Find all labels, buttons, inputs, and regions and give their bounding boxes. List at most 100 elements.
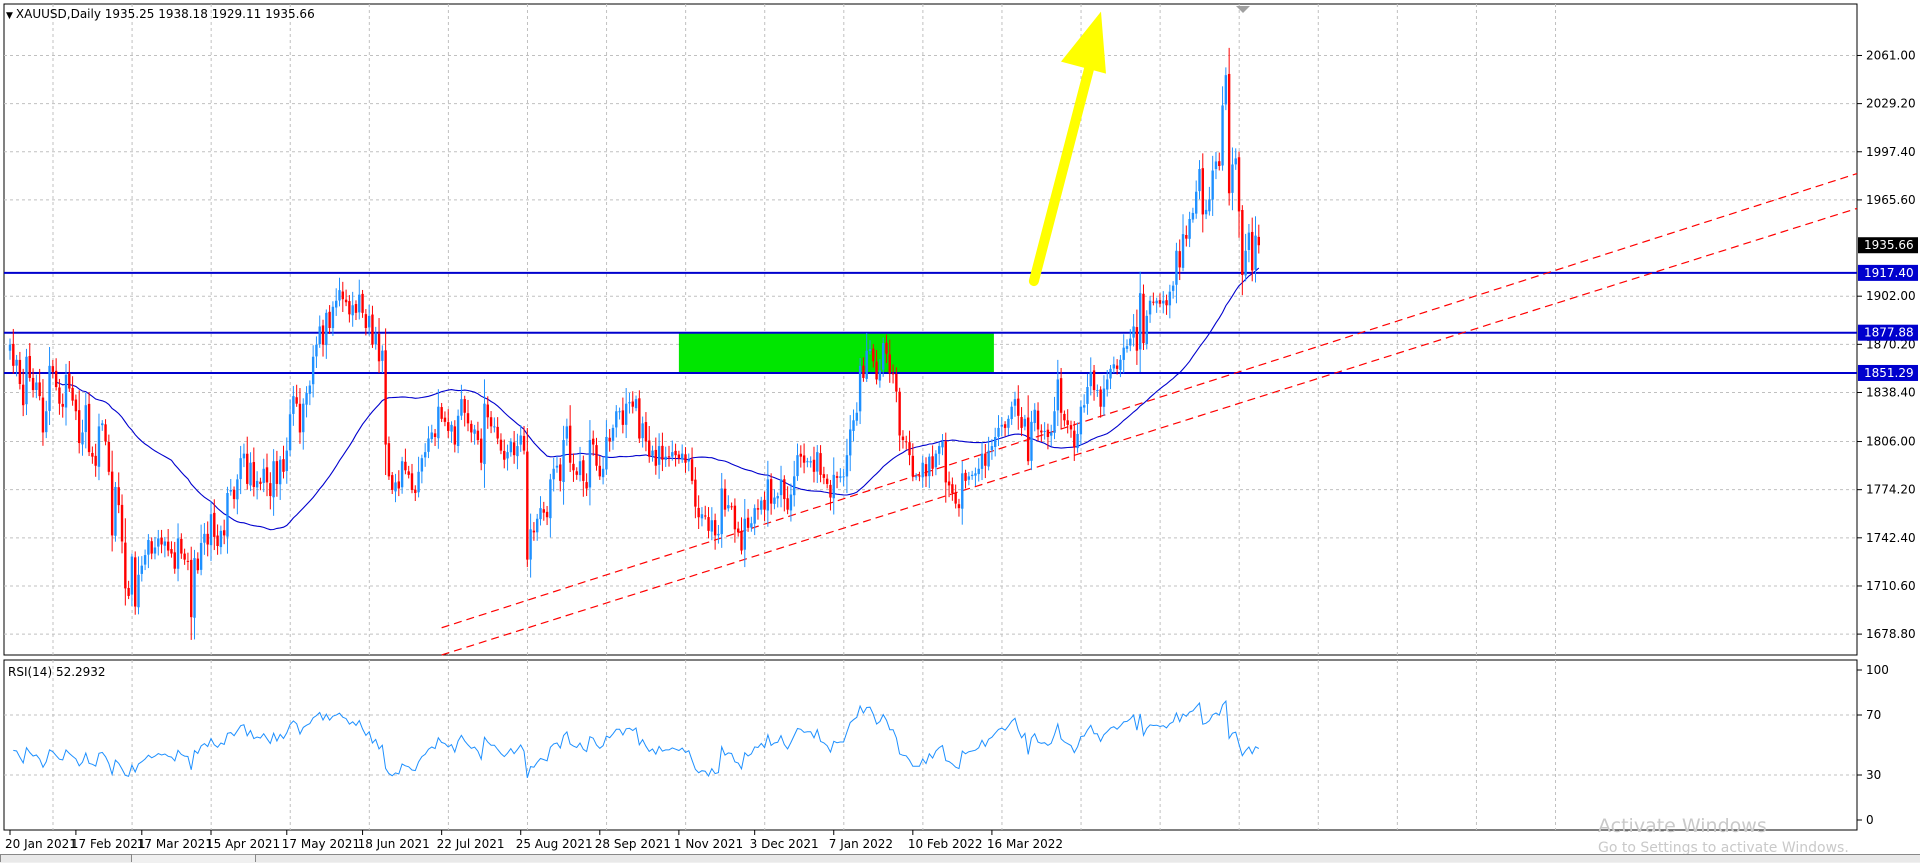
candle-body [35, 382, 38, 390]
candle-body [776, 496, 779, 499]
time-tick-label: 28 Sep 2021 [595, 837, 671, 851]
candle-body [951, 484, 954, 494]
level-price-label: 1851.29 [1864, 366, 1914, 380]
price-axis: 2061.00 2029.20 1997.40 1965.60 1902.00 1870.… [1857, 48, 1918, 827]
candle-body [295, 397, 298, 404]
candle-body [493, 426, 496, 428]
candle-body [664, 456, 667, 461]
candlesticks [8, 47, 1261, 640]
price-tick-label: 2061.00 [1866, 48, 1916, 62]
candle-body [984, 453, 987, 466]
candle-body [654, 449, 658, 466]
candle-body [1073, 430, 1076, 448]
candle-body [58, 387, 61, 404]
candle-body [858, 365, 862, 412]
candle-body [1125, 346, 1129, 349]
candle-body [743, 518, 746, 550]
candle-body [503, 450, 506, 460]
candle-body [888, 354, 891, 374]
candle-body [173, 552, 176, 569]
candle-body [595, 445, 598, 466]
candle-body [1122, 347, 1125, 360]
candle-body [51, 366, 55, 372]
candle-body [582, 460, 585, 481]
candle-body [12, 343, 15, 366]
candle-body [987, 450, 990, 467]
time-tick-label: 7 Jan 2022 [829, 837, 893, 851]
candle-body [305, 393, 308, 405]
rsi-tick-label: 100 [1866, 663, 1889, 677]
candle-body [232, 489, 236, 500]
candle-body [367, 315, 371, 328]
candle-body [746, 517, 750, 528]
candle-body [1020, 417, 1023, 428]
price-tick-label: 2029.20 [1866, 97, 1916, 111]
candle-body [1056, 379, 1060, 411]
candle-body [219, 530, 223, 548]
candle-body [588, 440, 592, 488]
candle-body [868, 349, 872, 351]
candle-body [1241, 209, 1244, 275]
candle-body [802, 455, 806, 463]
candle-body [61, 403, 64, 407]
symbol-ohlc: XAUUSD,Daily 1935.25 1938.18 1929.11 193… [15, 7, 315, 21]
candle-body [45, 411, 48, 433]
time-tick-label: 1 Nov 2021 [674, 837, 743, 851]
candle-body [466, 413, 470, 424]
candle-body [740, 530, 743, 551]
rsi-tick-label: 30 [1866, 768, 1881, 782]
candle-body [114, 486, 117, 536]
candle-body [499, 439, 503, 451]
candle-body [661, 445, 664, 460]
tab-scroll-area[interactable] [255, 854, 1920, 862]
candle-body [545, 511, 549, 518]
rsi-tick-label: 70 [1866, 708, 1881, 722]
candle-body [766, 479, 770, 511]
chart-tab[interactable] [0, 854, 132, 862]
collapse-triangle-icon[interactable]: ▼ [6, 11, 13, 21]
candle-body [997, 427, 1000, 437]
candle-body [335, 300, 338, 308]
candle-body [667, 456, 671, 458]
candle-body [812, 459, 816, 472]
candle-body [723, 488, 727, 510]
candle-body [961, 473, 964, 509]
candle-body [1026, 417, 1030, 462]
candle-body [1181, 234, 1185, 268]
candle-body [311, 356, 315, 385]
candle-body [147, 539, 150, 555]
candle-body [806, 461, 809, 463]
candle-body [81, 432, 84, 445]
candle-body [417, 471, 420, 493]
candle-body [552, 468, 555, 480]
candle-body [990, 446, 994, 450]
candle-body [611, 427, 615, 441]
candle-body [1023, 418, 1027, 427]
candle-body [924, 464, 928, 477]
candle-body [832, 474, 835, 499]
grid-lines [4, 4, 1857, 830]
candle-body [1007, 418, 1010, 428]
candle-body [338, 290, 341, 301]
candle-body [288, 414, 292, 451]
candle-body [964, 472, 967, 481]
candle-body [170, 549, 173, 554]
candle-body [720, 488, 723, 535]
candle-body [275, 461, 279, 484]
candle-body [150, 541, 153, 554]
candle-body [160, 537, 163, 545]
candle-body [618, 411, 621, 413]
candle-body [1050, 432, 1053, 436]
time-tick-label: 17 Mar 2021 [137, 837, 213, 851]
price-tick-label: 1965.60 [1866, 193, 1916, 207]
candle-body [1231, 164, 1234, 193]
candle-body [1099, 389, 1102, 407]
candle-body [947, 481, 951, 486]
candle-body [153, 547, 157, 554]
candle-body [1208, 199, 1211, 212]
candle-body [427, 438, 430, 452]
candle-body [1132, 326, 1135, 338]
candle-body [222, 530, 226, 536]
candle-body [302, 403, 305, 433]
candle-body [862, 365, 865, 378]
